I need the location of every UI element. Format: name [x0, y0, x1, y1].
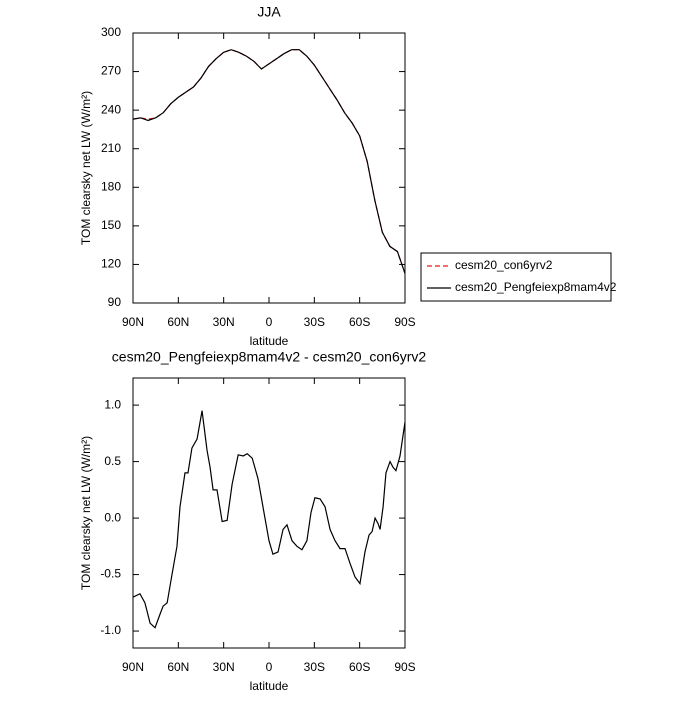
- y-tick-label: 270: [101, 64, 121, 78]
- x-tick-label: 90N: [122, 315, 144, 329]
- data-line: [132, 410, 406, 629]
- x-tick-label: 60N: [167, 315, 189, 329]
- x-tick-label: 0: [266, 315, 273, 329]
- plot-frame: [132, 32, 406, 304]
- chart-title: JJA: [257, 4, 281, 20]
- y-tick-label: 210: [101, 141, 121, 155]
- y-tick-label: -1.0: [100, 623, 121, 637]
- legend-label: cesm20_Pengfeiexp8mam4v2: [455, 280, 617, 294]
- y-tick-label: 120: [101, 257, 121, 271]
- x-tick-label: 0: [266, 660, 273, 674]
- x-axis-label: latitude: [250, 679, 289, 693]
- y-tick-label: 90: [108, 295, 122, 309]
- x-tick-label: 30S: [304, 660, 325, 674]
- data-line: [132, 49, 406, 274]
- y-axis-label: TOM clearsky net LW (W/m²): [79, 436, 93, 590]
- y-tick-label: 240: [101, 102, 121, 116]
- y-tick-label: 300: [101, 25, 121, 39]
- x-tick-label: 30N: [213, 315, 235, 329]
- x-tick-label: 30S: [304, 315, 325, 329]
- x-tick-label: 60S: [349, 315, 370, 329]
- x-tick-label: 90N: [122, 660, 144, 674]
- x-axis-label: latitude: [250, 334, 289, 348]
- plot-frame: [132, 377, 406, 649]
- legend-label: cesm20_con6yrv2: [455, 258, 553, 272]
- y-tick-label: -0.5: [100, 567, 121, 581]
- x-tick-label: 60N: [167, 660, 189, 674]
- x-tick-label: 60S: [349, 660, 370, 674]
- x-tick-label: 30N: [213, 660, 235, 674]
- y-tick-label: 0.0: [104, 510, 121, 524]
- chart-title: cesm20_Pengfeiexp8mam4v2 - cesm20_con6yr…: [112, 349, 427, 365]
- y-tick-label: 0.5: [104, 454, 121, 468]
- y-tick-label: 180: [101, 179, 121, 193]
- data-line: [132, 49, 406, 274]
- legend-box: [420, 252, 612, 302]
- y-tick-label: 150: [101, 218, 121, 232]
- x-tick-label: 90S: [394, 660, 415, 674]
- x-tick-label: 90S: [394, 315, 415, 329]
- y-axis-label: TOM clearsky net LW (W/m²): [79, 91, 93, 245]
- y-tick-label: 1.0: [104, 397, 121, 411]
